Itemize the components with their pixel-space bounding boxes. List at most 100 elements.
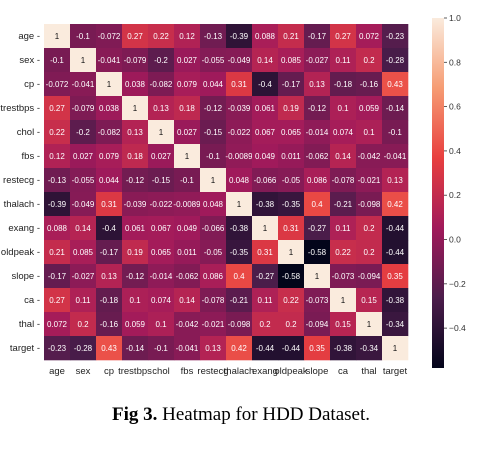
cell-value: 0.42 (231, 344, 247, 353)
cell-value: -0.14 (126, 344, 145, 353)
cell-value: 0.4 (311, 200, 323, 209)
heatmap-cell (96, 24, 123, 49)
heatmap-cell (174, 192, 201, 217)
heatmap-cell (200, 96, 227, 121)
cell-value: 0.072 (47, 320, 68, 329)
row-label: oldpeak - (1, 247, 40, 258)
heatmap-cell (278, 48, 305, 73)
heatmap-cell (356, 168, 383, 193)
cell-value: 0.049 (177, 224, 198, 233)
cell-value: 0.059 (359, 104, 380, 113)
cell-value: -0.041 (98, 56, 121, 65)
heatmap-cell (44, 288, 71, 313)
heatmap-cell (96, 120, 123, 145)
heatmap-cell (44, 168, 71, 193)
cell-value: -0.1 (50, 56, 64, 65)
cell-value: 0.14 (257, 56, 273, 65)
cell-value: 0.011 (177, 248, 197, 257)
heatmap-cell (330, 168, 357, 193)
cell-value: 0.31 (283, 224, 299, 233)
cell-value: -0.0089 (225, 152, 253, 161)
cell-value: -0.35 (230, 248, 249, 257)
cell-value: -0.18 (100, 296, 119, 305)
cell-value: -0.027 (306, 56, 329, 65)
cell-value: 0.038 (125, 80, 146, 89)
cell-value: -0.17 (48, 272, 67, 281)
heatmap-cell (278, 312, 305, 337)
heatmap-cell (226, 120, 253, 145)
cell-value: -0.049 (72, 200, 95, 209)
heatmap-cell (382, 264, 409, 289)
cell-value: 0.044 (99, 176, 120, 185)
cell-value: -0.021 (202, 320, 225, 329)
heatmap-cell (200, 120, 227, 145)
cell-value: -0.35 (282, 200, 301, 209)
cell-value: -0.1 (154, 344, 168, 353)
heatmap-cell (200, 168, 227, 193)
heatmap-cell (356, 264, 383, 289)
cell-value: -0.27 (308, 224, 327, 233)
cell-value: -0.4 (102, 224, 116, 233)
cell-value: -0.078 (202, 296, 225, 305)
heatmap-cell (96, 96, 123, 121)
heatmap-cell (278, 264, 305, 289)
heatmap-cell (226, 168, 253, 193)
cell-value: 0.059 (125, 320, 146, 329)
cell-value: -0.16 (360, 80, 379, 89)
cell-value: -0.2 (76, 128, 90, 137)
heatmap-cell (278, 192, 305, 217)
row-label: chol - (17, 127, 40, 138)
heatmap-cell (226, 72, 253, 97)
cell-value: 0.13 (153, 104, 169, 113)
cell-value: -0.16 (100, 320, 119, 329)
heatmap-cell (96, 144, 123, 169)
column-label: sex (76, 366, 91, 377)
heatmap-cell (200, 312, 227, 337)
heatmap-cell (174, 120, 201, 145)
heatmap-cell (148, 312, 175, 337)
heatmap-cell (148, 72, 175, 97)
heatmap-cell (148, 192, 175, 217)
cell-value: 0.21 (49, 248, 65, 257)
heatmap-cell (252, 264, 279, 289)
heatmap-cell (330, 96, 357, 121)
heatmap-cell (70, 264, 97, 289)
heatmap-cell (382, 312, 409, 337)
cell-value: 0.12 (49, 152, 65, 161)
heatmap-cell (304, 48, 331, 73)
colorbar-ticks: 1.0 0.8 0.6 0.4 0.2 0.0 −0.2 −0.4 (444, 13, 466, 333)
heatmap-cell (70, 336, 97, 361)
cell-value: 0.061 (255, 104, 276, 113)
cell-value: -0.078 (332, 176, 355, 185)
heatmap-cell (304, 192, 331, 217)
cell-value: 0.13 (101, 272, 117, 281)
row-label: trestbps - (0, 103, 40, 114)
heatmap-cell (96, 192, 123, 217)
cell-value: -0.21 (230, 296, 249, 305)
heatmap-cell (122, 48, 149, 73)
heatmap-cell (330, 144, 357, 169)
cell-value: 0.067 (255, 128, 276, 137)
heatmap-cell (252, 96, 279, 121)
cell-value: 0.21 (283, 32, 299, 41)
heatmap-cell (330, 240, 357, 265)
heatmap-cell (174, 48, 201, 73)
cell-value: -0.082 (98, 128, 121, 137)
cell-value: 1 (289, 248, 294, 257)
cell-value: -0.27 (256, 272, 275, 281)
heatmap-cell (200, 48, 227, 73)
cell-value: 0.14 (75, 224, 91, 233)
heatmap-cell (70, 24, 97, 49)
cell-value: 0.085 (73, 248, 94, 257)
heatmap-cell (148, 216, 175, 241)
heatmap-cell (304, 240, 331, 265)
heatmap-cell (356, 288, 383, 313)
cell-value: -0.079 (124, 56, 147, 65)
heatmap-cell (304, 96, 331, 121)
cell-value: 0.13 (309, 80, 325, 89)
cell-value: 0.079 (177, 80, 198, 89)
row-label: cp - (24, 79, 40, 90)
heatmap-cell (44, 120, 71, 145)
heatmap-cell (356, 24, 383, 49)
row-label: sex - (19, 55, 40, 66)
